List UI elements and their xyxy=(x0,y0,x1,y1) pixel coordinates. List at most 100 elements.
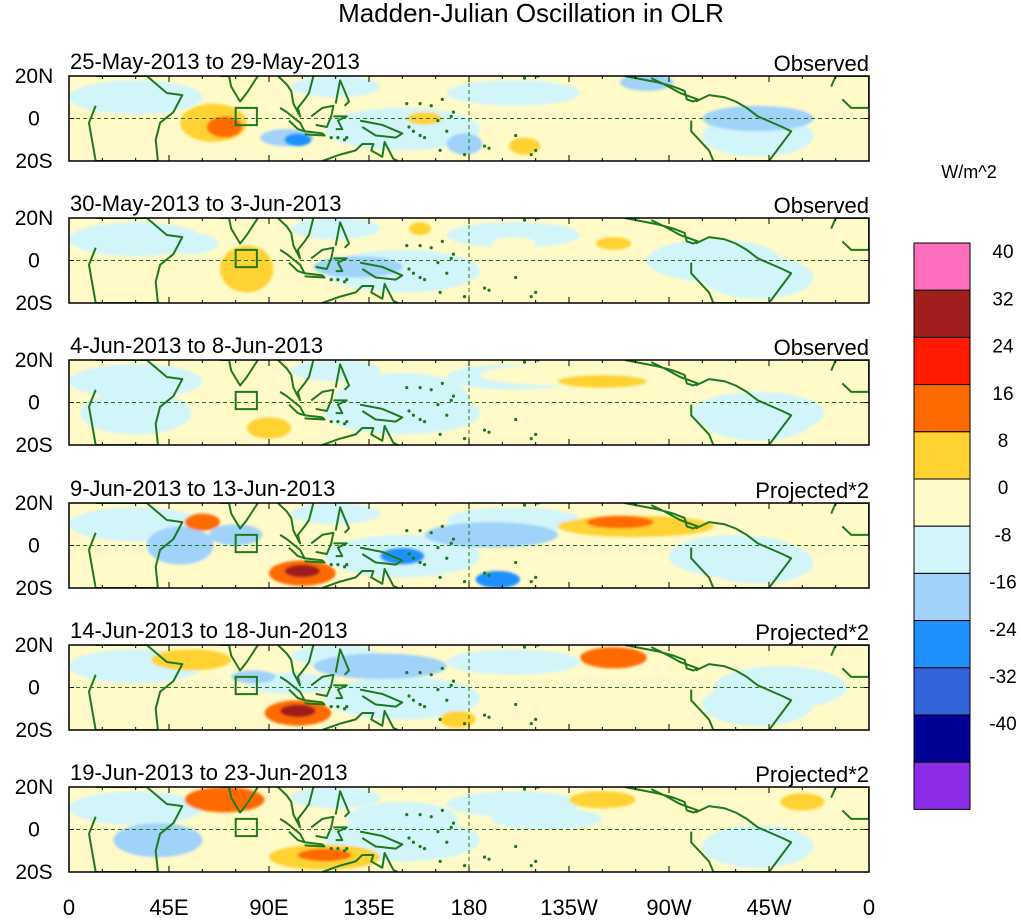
colorbar-level-label: -40 xyxy=(989,714,1016,735)
coastline xyxy=(277,503,315,545)
island xyxy=(522,503,527,507)
island xyxy=(418,671,422,675)
island xyxy=(418,102,422,106)
coastline xyxy=(359,403,404,423)
island xyxy=(449,256,453,260)
island xyxy=(522,360,527,364)
colorbar-level-label: -16 xyxy=(989,573,1016,594)
island xyxy=(422,847,427,851)
island xyxy=(451,110,456,114)
island xyxy=(336,136,340,140)
coastline xyxy=(277,645,315,687)
reference-box xyxy=(234,390,258,411)
coastline xyxy=(310,673,335,697)
olr-anomaly-cell xyxy=(335,372,469,424)
colorbar-units-label: W/m^2 xyxy=(941,162,996,182)
island xyxy=(534,859,538,863)
island xyxy=(411,840,416,844)
coastline xyxy=(277,218,315,260)
coastline xyxy=(624,218,699,245)
anomaly-background-cell xyxy=(69,364,203,399)
island xyxy=(411,129,416,133)
island xyxy=(440,97,444,101)
coastline xyxy=(624,645,699,672)
olr-anomaly-cell xyxy=(586,515,654,529)
coastline xyxy=(279,107,306,133)
anomaly-background-cell xyxy=(291,76,381,98)
coastline xyxy=(220,76,259,103)
island xyxy=(436,830,440,834)
panel-period-label: 4-Jun-2013 to 8-Jun-2013 xyxy=(70,333,323,358)
island xyxy=(449,825,453,829)
coastline xyxy=(334,221,350,249)
coastline xyxy=(690,378,793,445)
colorbar-level-label: -24 xyxy=(989,620,1017,641)
island xyxy=(418,244,422,248)
island xyxy=(438,717,442,721)
island xyxy=(336,705,340,709)
colorbar: 40 32 24 16 8 0 -8 -16 -24 -32 -40 xyxy=(913,242,1017,810)
island xyxy=(449,541,453,545)
island xyxy=(534,290,538,294)
colorbar-level-label: 40 xyxy=(992,242,1013,263)
island xyxy=(514,417,518,422)
island xyxy=(407,125,411,129)
olr-anomaly-cell xyxy=(569,791,636,809)
y-tick-label: 20N xyxy=(15,207,54,230)
island xyxy=(336,847,340,851)
island xyxy=(329,705,333,709)
island xyxy=(342,849,347,853)
coastline xyxy=(279,391,306,417)
island xyxy=(451,821,456,825)
coastline xyxy=(220,503,259,530)
island xyxy=(462,864,467,868)
island xyxy=(529,437,533,441)
island xyxy=(418,133,422,138)
olr-panel: 20N 0 20S 30-May-2013 to 3-Jun-2013 Observed xyxy=(15,191,870,315)
olr-panel: 20N 0 20S 14-Jun-2013 to 18-Jun-2013 Project… xyxy=(15,618,870,742)
olr-anomaly-cell xyxy=(757,93,825,110)
coastline xyxy=(220,787,259,814)
island xyxy=(487,715,491,719)
coastline xyxy=(88,76,184,161)
y-tick-label: 20S xyxy=(15,719,52,742)
island xyxy=(436,546,440,550)
coastline xyxy=(321,709,399,730)
colorbar-level-label: -8 xyxy=(995,525,1012,546)
olr-anomaly-cell xyxy=(206,787,243,804)
island xyxy=(342,565,347,569)
island xyxy=(487,573,491,577)
island xyxy=(405,102,409,106)
anomaly-background-cell xyxy=(446,649,581,675)
island xyxy=(418,417,422,422)
island xyxy=(436,403,440,407)
coastline xyxy=(88,360,184,445)
colorbar-swatch xyxy=(913,572,971,622)
island xyxy=(345,278,349,282)
coastline xyxy=(333,115,348,131)
island xyxy=(534,575,538,579)
olr-anomaly-cell xyxy=(620,76,674,91)
coastline xyxy=(304,557,326,564)
coastline xyxy=(279,249,306,275)
island xyxy=(482,144,487,148)
olr-anomaly-cell xyxy=(151,649,232,671)
island xyxy=(336,420,340,424)
anomaly-background-cell xyxy=(291,503,381,525)
coastline xyxy=(321,140,399,161)
colorbar-swatch xyxy=(913,478,971,527)
y-tick-label: 0 xyxy=(28,108,40,131)
olr-anomaly-cell xyxy=(246,417,292,439)
island xyxy=(329,420,333,424)
x-tick-label: 135E xyxy=(343,895,394,920)
island xyxy=(407,409,411,413)
olr-anomaly-cell xyxy=(164,232,218,255)
island xyxy=(487,146,491,150)
island xyxy=(462,295,467,299)
island xyxy=(451,537,456,541)
coastline xyxy=(359,830,404,850)
island xyxy=(429,815,433,819)
island xyxy=(438,290,442,294)
island xyxy=(445,840,449,844)
island xyxy=(534,148,538,152)
